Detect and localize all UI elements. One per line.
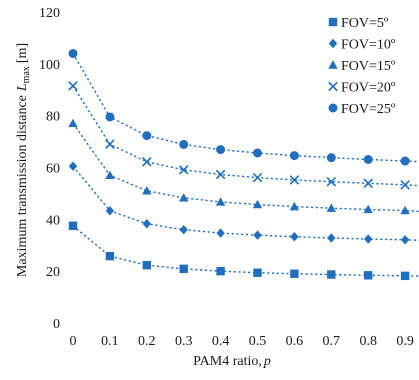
data-point <box>327 203 336 211</box>
data-point <box>68 119 77 127</box>
y-tick-label: 0 <box>53 317 60 332</box>
data-point <box>180 225 188 234</box>
data-point <box>253 148 262 157</box>
data-point <box>142 186 151 194</box>
data-point <box>290 232 298 241</box>
x-axis-title-text: PAM4 ratio, <box>193 354 262 369</box>
data-point <box>216 197 225 205</box>
data-point <box>69 222 77 230</box>
data-point <box>364 155 373 164</box>
data-point <box>401 272 409 280</box>
x-tick-label: 0.6 <box>286 334 304 349</box>
y-tick-label: 60 <box>46 162 60 177</box>
data-point <box>329 18 337 26</box>
y-tick-label: 100 <box>39 58 60 73</box>
data-point <box>329 39 337 48</box>
x-tick-label: 0.4 <box>212 334 230 349</box>
data-point <box>290 270 298 278</box>
x-tick-label: 0.8 <box>359 334 377 349</box>
x-tick-label: 0.7 <box>323 334 341 349</box>
data-point <box>105 112 114 121</box>
data-point <box>364 234 372 243</box>
legend-label: FOV=25º <box>341 102 396 117</box>
data-point <box>216 267 224 275</box>
data-point <box>253 230 261 239</box>
y-axis-title-text: Maximum transmission distance <box>15 95 30 277</box>
axes: 0 20 40 60 80 100 120 0 0.1 0.2 0.3 0.4 0.5 0.6 0.7 0.8… <box>39 6 414 349</box>
x-tick-label: 0.9 <box>396 334 414 349</box>
data-point <box>216 145 225 154</box>
data-point <box>179 193 188 201</box>
x-tick-label: 0.3 <box>175 334 193 349</box>
data-point <box>106 140 114 148</box>
x-axis-title: PAM4 ratio,p <box>193 354 271 369</box>
data-point <box>69 82 77 90</box>
data-point <box>180 265 188 273</box>
data-point <box>216 228 224 237</box>
series-group <box>69 82 419 191</box>
y-tick-label: 120 <box>39 6 60 21</box>
data-point <box>364 271 372 279</box>
legend-item: FOV=10º <box>329 38 396 53</box>
data-point <box>364 179 372 187</box>
x-axis-title-var: p <box>263 354 271 369</box>
data-point <box>328 60 337 68</box>
series-group <box>68 119 419 217</box>
data-point <box>143 158 151 166</box>
series-line <box>73 166 419 241</box>
data-point <box>329 104 338 113</box>
data-point <box>142 131 151 140</box>
data-point <box>401 157 410 166</box>
series-line <box>73 226 419 277</box>
y-tick-label: 20 <box>46 265 60 280</box>
y-axis-title: Maximum transmission distance Lmax [m] <box>15 43 32 277</box>
legend-label: FOV=5º <box>341 16 389 31</box>
legend-item: FOV=20º <box>329 81 396 96</box>
data-point <box>253 173 261 181</box>
data-point <box>329 82 337 90</box>
data-point <box>106 252 114 260</box>
x-tick-label: 0.1 <box>101 334 119 349</box>
y-axis-title-var: L <box>15 83 30 92</box>
x-tick-label: 0.5 <box>249 334 267 349</box>
series-group <box>69 222 419 281</box>
data-point <box>143 261 151 269</box>
data-point <box>143 219 151 228</box>
data-point <box>401 235 409 244</box>
data-point <box>69 49 78 58</box>
data-point <box>327 233 335 242</box>
data-point <box>179 140 188 149</box>
data-point <box>253 269 261 277</box>
legend-label: FOV=15º <box>341 59 396 74</box>
data-point <box>69 162 77 171</box>
data-point <box>327 270 335 278</box>
y-tick-label: 40 <box>46 213 60 228</box>
data-point <box>327 153 336 162</box>
legend-item: FOV=15º <box>328 59 396 74</box>
series-line <box>73 123 419 212</box>
data-point <box>290 151 299 160</box>
legend-item: FOV=25º <box>329 102 396 117</box>
legend-item: FOV=5º <box>329 16 389 31</box>
legend: FOV=5º FOV=10º FOV=15º FOV=20º FOV=25º <box>328 16 396 117</box>
y-tick-label: 80 <box>46 110 60 125</box>
y-axis-title-unit: [m] <box>15 43 30 63</box>
x-tick-label: 0.2 <box>138 334 156 349</box>
x-tick-label: 0 <box>70 334 77 349</box>
y-axis-title-sub: max <box>21 66 32 83</box>
legend-label: FOV=10º <box>341 38 396 53</box>
legend-label: FOV=20º <box>341 81 396 96</box>
